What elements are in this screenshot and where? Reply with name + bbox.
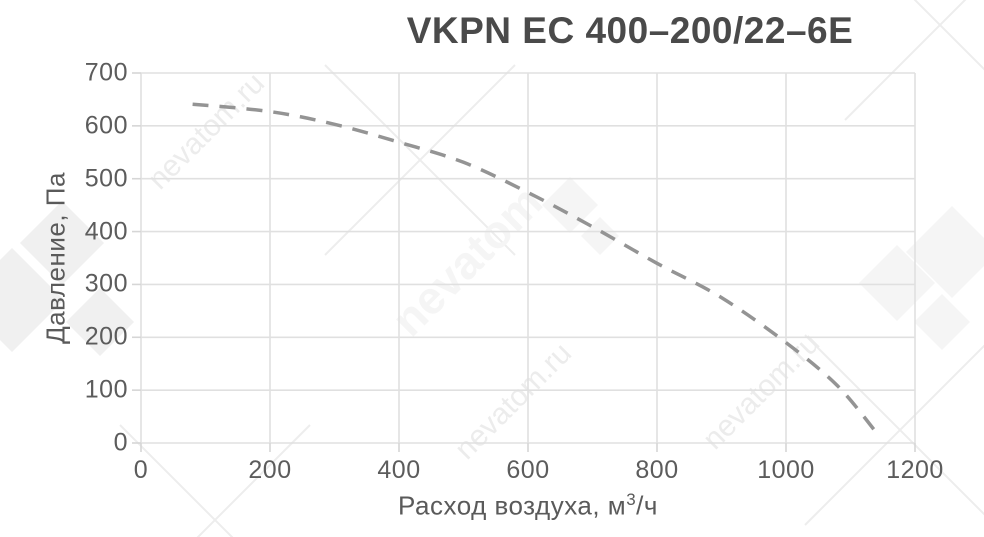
- y-tick-label: 700: [84, 58, 128, 87]
- watermark-logo-shape: [0, 248, 64, 352]
- y-tick-label: 0: [113, 428, 128, 457]
- watermark-logo-shape: [542, 177, 598, 233]
- watermark-cross-line: [196, 424, 311, 537]
- watermark-text: nevatom.ru: [449, 337, 578, 466]
- watermark-bold-text: nevatom: [381, 175, 552, 346]
- x-tick-label: 600: [506, 456, 550, 484]
- watermark-cross-line: [804, 344, 984, 526]
- curve-layer: [192, 102, 878, 434]
- fan-curve: [192, 102, 878, 434]
- x-axis-title-unit: /ч: [636, 490, 658, 521]
- tick-marks-layer: [132, 72, 916, 452]
- x-tick-label: 800: [635, 456, 679, 484]
- y-axis-title: Давление, Па: [40, 172, 71, 344]
- y-tick-label: 500: [84, 164, 128, 193]
- watermark-logo-shape: [66, 288, 134, 356]
- watermark-logo-shape: [859, 245, 935, 321]
- x-tick-label: 1200: [886, 456, 944, 484]
- x-tick-label: 200: [248, 456, 292, 484]
- y-tick-label: 300: [84, 269, 128, 298]
- watermark-cross-line: [804, 334, 984, 516]
- y-tick-label: 200: [84, 322, 128, 351]
- y-tick-label: 100: [84, 375, 128, 404]
- watermark-cross-line: [324, 64, 516, 256]
- watermark-logo-shape: [906, 206, 984, 298]
- x-tick-label: 1000: [757, 456, 815, 484]
- watermark-text: nevatom.ru: [697, 327, 826, 456]
- y-tick-label: 600: [84, 111, 128, 140]
- watermark-cross-line: [844, 0, 967, 121]
- watermark-logo-shape: [914, 294, 970, 350]
- x-axis-title: Расход воздуха, м3/ч: [398, 490, 658, 522]
- grid-layer: [140, 72, 916, 444]
- x-axis-title-text: Расход воздуха, м: [398, 490, 627, 521]
- chart-title: VKPN EC 400–200/22–6E: [406, 10, 854, 51]
- y-tick-label: 400: [84, 217, 128, 246]
- x-tick-label: 400: [377, 456, 421, 484]
- watermark-logo-shape: [20, 201, 104, 285]
- x-axis-title-superscript: 3: [626, 490, 637, 509]
- x-tick-label: 0: [133, 456, 149, 484]
- watermark-text: nevatom.ru: [142, 67, 271, 196]
